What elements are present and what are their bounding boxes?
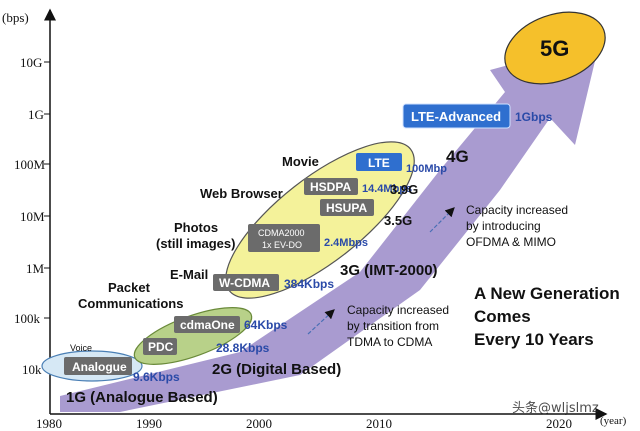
y-tick-100k: 100k bbox=[14, 311, 41, 326]
tdma-note: Capacity increased by transition from TD… bbox=[347, 303, 449, 349]
analogue-text: Analogue bbox=[72, 360, 127, 374]
y-tick-1m: 1M bbox=[26, 261, 45, 276]
y-tick-10k: 10k bbox=[22, 362, 42, 377]
hsupa-text: HSUPA bbox=[326, 201, 367, 215]
headline: A New Generation Comes Every 10 Years bbox=[474, 284, 620, 349]
x-tick-1980: 1980 bbox=[36, 416, 62, 431]
photos-label-1: Photos bbox=[174, 220, 218, 235]
rate-1gbps: 1Gbps bbox=[515, 110, 553, 124]
gen-3-9g-label: 3.9G bbox=[390, 182, 418, 197]
lte-box: LTE bbox=[356, 153, 402, 171]
ofdma-note-line-2: by introducing bbox=[466, 219, 541, 233]
ofdma-note-line-3: OFDMA & MIMO bbox=[466, 235, 556, 249]
photos-label-2: (still images) bbox=[156, 236, 235, 251]
voice-label: Voice bbox=[70, 343, 92, 353]
rate-9-6kbps: 9.6Kbps bbox=[133, 370, 180, 384]
cdmaone-box: cdmaOne bbox=[174, 316, 240, 333]
cdmaone-text: cdmaOne bbox=[180, 318, 235, 332]
wcdma-box: W-CDMA bbox=[213, 274, 279, 291]
hsdpa-box: HSDPA bbox=[304, 178, 358, 195]
cdma2000-text-2: 1x EV-DO bbox=[262, 240, 302, 250]
lte-advanced-box: LTE-Advanced bbox=[402, 103, 511, 129]
lte-text: LTE bbox=[368, 156, 390, 170]
movie-label: Movie bbox=[282, 154, 319, 169]
x-tick-2020: 2020 bbox=[546, 416, 572, 431]
y-tick-10g: 10G bbox=[20, 55, 42, 70]
web-label: Web Browser bbox=[200, 186, 283, 201]
email-label: E-Mail bbox=[170, 267, 208, 282]
rate-384kbps: 384Kbps bbox=[284, 277, 334, 291]
y-tick-1g: 1G bbox=[28, 107, 44, 122]
y-tick-100m: 100M bbox=[14, 157, 46, 172]
cdma2000-text-1: CDMA2000 bbox=[258, 228, 305, 238]
hsdpa-text: HSDPA bbox=[310, 180, 351, 194]
packet-label-1: Packet bbox=[108, 280, 151, 295]
hsupa-box: HSUPA bbox=[320, 199, 374, 216]
rate-100mbps: 100Mbp bbox=[406, 163, 447, 175]
y-unit: (bps) bbox=[2, 10, 29, 25]
x-unit: (year) bbox=[600, 415, 627, 427]
rate-14-4mbps: 14.4Mbps bbox=[362, 183, 412, 195]
pdc-text: PDC bbox=[148, 340, 174, 354]
tdma-note-line-2: by transition from bbox=[347, 319, 439, 333]
pdc-box: PDC bbox=[143, 338, 177, 355]
rate-2-4mbps: 2.4Mbps bbox=[324, 237, 368, 249]
rate-28-8kbps: 28.8Kbps bbox=[216, 341, 270, 355]
g5-ellipse bbox=[504, 11, 606, 85]
gen-3-5g-label: 3.5G bbox=[384, 213, 412, 228]
cdma2000-box: CDMA2000 1x EV-DO bbox=[248, 224, 320, 252]
x-tick-2000: 2000 bbox=[246, 416, 272, 431]
headline-line-1: A New Generation bbox=[474, 284, 620, 303]
headline-line-3: Every 10 Years bbox=[474, 330, 594, 349]
packet-label-2: Communications bbox=[78, 296, 183, 311]
headline-line-2: Comes bbox=[474, 307, 531, 326]
gen-2g-label: 2G (Digital Based) bbox=[212, 361, 341, 378]
rate-64kbps: 64Kbps bbox=[244, 318, 288, 332]
y-tick-10m: 10M bbox=[20, 209, 45, 224]
tdma-note-line-3: TDMA to CDMA bbox=[347, 335, 432, 349]
x-tick-2010: 2010 bbox=[366, 416, 392, 431]
wcdma-text: W-CDMA bbox=[219, 276, 270, 290]
gen-1g-label: 1G (Analogue Based) bbox=[66, 389, 218, 406]
gen-5g-label: 5G bbox=[540, 36, 569, 61]
ofdma-note-line-1: Capacity increased bbox=[466, 203, 568, 217]
tdma-note-line-1: Capacity increased bbox=[347, 303, 449, 317]
gen-3g-label: 3G (IMT-2000) bbox=[340, 262, 438, 279]
analogue-box: Analogue bbox=[64, 357, 132, 375]
x-ticks: 1980 1990 2000 2010 2020 bbox=[36, 416, 572, 431]
lte-advanced-text: LTE-Advanced bbox=[411, 109, 501, 124]
gen-4g-label: 4G bbox=[446, 147, 469, 166]
watermark: 头条@wljslmz bbox=[512, 400, 599, 416]
ofdma-note: Capacity increased by introducing OFDMA … bbox=[466, 203, 568, 249]
x-tick-1990: 1990 bbox=[136, 416, 162, 431]
y-ticks: 10G 1G 100M 10M 1M 100k 10k bbox=[14, 55, 50, 377]
